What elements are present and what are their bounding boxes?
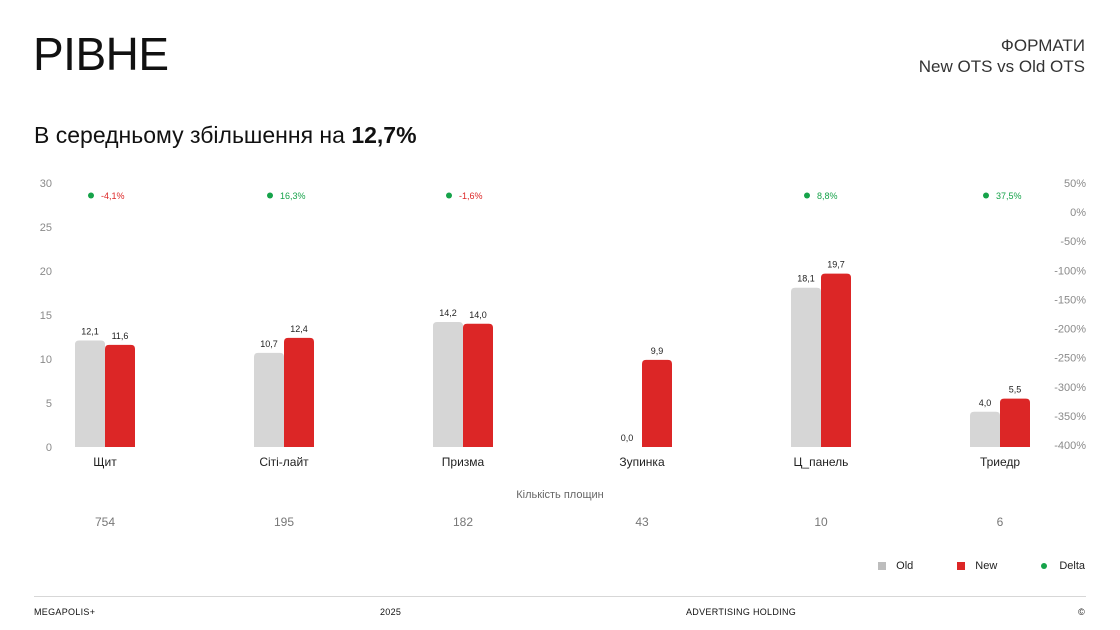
comparison-label: New OTS vs Old OTS (918, 57, 1085, 76)
data-label-old: 14,2 (439, 308, 457, 318)
x-axis-title: Кількість площин (516, 489, 603, 501)
footer-brand: MEGAPOLIS+ (34, 607, 96, 617)
delta-dot (267, 192, 273, 199)
bar-old (254, 352, 284, 447)
y2-tick-label: -200% (1054, 324, 1086, 336)
legend-dot-delta (1041, 563, 1048, 569)
y-tick-label: 20 (40, 266, 52, 278)
delta-label: -4,1% (101, 191, 125, 201)
delta-dot (88, 192, 94, 199)
format-header: ФОРМАТИ New OTS vs Old OTS (919, 35, 1085, 77)
count-label: 754 (95, 515, 115, 529)
y2-tick-label: -150% (1054, 294, 1086, 306)
delta-dot (446, 192, 452, 199)
legend-item-old: Old (878, 560, 913, 572)
y-tick-label: 15 (40, 310, 52, 322)
legend-item-delta: Delta (1041, 560, 1085, 572)
bar-new (463, 323, 493, 447)
y2-tick-label: -50% (1060, 236, 1086, 248)
y-tick-label: 5 (46, 398, 52, 410)
x-category-label: Триедр (980, 455, 1020, 469)
y2-tick-label: -300% (1054, 382, 1086, 394)
footer-holding: ADVERTISING HOLDING (686, 607, 797, 617)
count-label: 182 (453, 515, 473, 529)
legend-label-old: Old (896, 560, 914, 572)
legend-swatch-old (878, 562, 887, 570)
subtitle-value: 12,7% (351, 122, 417, 148)
formats-label: ФОРМАТИ (1000, 36, 1085, 55)
bar-old (433, 322, 463, 447)
y-tick-label: 25 (40, 222, 52, 234)
legend-swatch-new (957, 562, 966, 570)
footer-year: 2025 (380, 607, 402, 617)
legend-item-new: New (957, 560, 997, 572)
y-tick-label: 0 (46, 442, 52, 454)
data-label-new: 14,0 (469, 310, 487, 320)
data-label-new: 9,9 (651, 346, 664, 356)
delta-label: -1,6% (459, 191, 483, 201)
x-category-label: Сіті-лайт (259, 455, 309, 469)
bar-chart: 0 5 10 15 20 25 30 -400% -350% -300% -250% -200% -15… (40, 178, 1086, 529)
subtitle-text: В середньому збільшення на (34, 122, 352, 148)
data-label-old: 10,7 (260, 339, 278, 349)
delta-dot (804, 192, 810, 199)
y2-tick-label: -400% (1054, 440, 1086, 452)
footer-copyright: © (1078, 607, 1085, 617)
bar-new (821, 273, 851, 447)
y2-tick-label: -350% (1054, 411, 1086, 423)
data-label-new: 19,7 (827, 260, 845, 270)
x-category-label: Щит (93, 455, 117, 469)
y-tick-label: 30 (40, 178, 52, 190)
bar-new (284, 337, 314, 447)
count-label: 6 (997, 515, 1004, 529)
delta-dot (983, 192, 989, 199)
chart-legend: Old New Delta (834, 560, 1085, 572)
data-label-new: 11,6 (112, 331, 129, 341)
page-title: РІВНЕ (33, 28, 169, 80)
bar-new (642, 359, 672, 447)
data-label-new: 5,5 (1009, 385, 1022, 395)
bar-old (75, 340, 105, 447)
bar-new (1000, 398, 1030, 447)
y2-tick-label: 0% (1070, 207, 1086, 219)
delta-label: 8,8% (817, 191, 838, 201)
subtitle: В середньому збільшення на 12,7% (34, 120, 417, 150)
count-label: 10 (814, 515, 828, 529)
y2-tick-label: -100% (1054, 265, 1086, 277)
y2-tick-label: 50% (1064, 178, 1086, 190)
bar-old (970, 411, 1000, 447)
count-label: 195 (274, 515, 294, 529)
data-label-new: 12,4 (290, 324, 308, 334)
x-category-label: Ц_панель (794, 455, 849, 469)
legend-label-new: New (975, 560, 998, 572)
delta-label: 16,3% (280, 191, 306, 201)
delta-label: 37,5% (996, 191, 1022, 201)
x-category-label: Зупинка (619, 455, 665, 469)
bar-new (105, 344, 135, 447)
legend-label-delta: Delta (1059, 560, 1085, 572)
data-label-old: 12,1 (81, 327, 99, 337)
bar-old (791, 287, 821, 447)
data-label-old: 4,0 (979, 398, 992, 408)
y2-tick-label: -250% (1054, 353, 1086, 365)
y-tick-label: 10 (40, 354, 52, 366)
footer-divider (34, 596, 1086, 597)
data-label-old: 18,1 (797, 274, 815, 284)
count-label: 43 (635, 515, 649, 529)
data-label-old: 0,0 (621, 433, 634, 443)
x-category-label: Призма (442, 455, 485, 469)
